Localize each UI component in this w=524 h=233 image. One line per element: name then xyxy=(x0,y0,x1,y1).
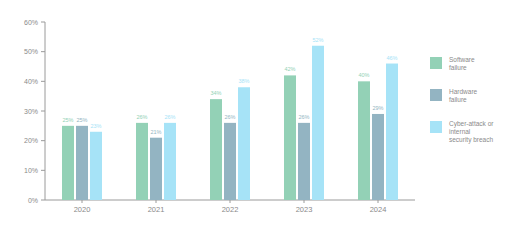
data-label: 46% xyxy=(386,55,397,61)
x-tick xyxy=(156,200,157,203)
bar xyxy=(76,126,88,200)
category-label: 2024 xyxy=(370,205,387,214)
bar xyxy=(90,132,102,200)
data-label: 23% xyxy=(90,123,101,129)
legend-line: Cyber-attack or xyxy=(449,120,494,128)
tick-mark xyxy=(41,111,45,112)
x-tick xyxy=(378,200,379,203)
category-label: 2023 xyxy=(296,205,313,214)
category-label: 2021 xyxy=(148,205,165,214)
bar xyxy=(136,123,148,200)
data-label: 26% xyxy=(224,114,235,120)
bar xyxy=(224,123,236,200)
tick-label: 50% xyxy=(24,48,38,55)
bar xyxy=(298,123,310,200)
tick-label: 40% xyxy=(24,78,38,85)
y-axis xyxy=(45,22,46,200)
data-label: 21% xyxy=(150,129,161,135)
bar xyxy=(358,81,370,200)
bar xyxy=(164,123,176,200)
bar xyxy=(312,46,324,200)
legend-swatch xyxy=(430,57,442,69)
data-label: 26% xyxy=(136,114,147,120)
bar xyxy=(150,138,162,200)
bar xyxy=(386,64,398,200)
data-label: 42% xyxy=(284,66,295,72)
category-label: 2020 xyxy=(74,205,91,214)
tick-label: 60% xyxy=(24,19,38,26)
legend-line: Hardware xyxy=(449,88,478,95)
x-tick xyxy=(304,200,305,203)
legend-label: Hardwarefailure xyxy=(449,88,478,103)
tick-mark xyxy=(41,140,45,141)
legend-label: Softwarefailure xyxy=(449,56,475,71)
data-label: 38% xyxy=(238,78,249,84)
tick-mark xyxy=(41,81,45,82)
legend-label: Cyber-attack orinternalsecurity breach xyxy=(449,120,494,144)
chart: 0% 10% 20% 30% 40% 50% 60% 2020 2021 2022 2023 2024… xyxy=(0,0,524,233)
bar xyxy=(62,126,74,200)
data-label: 29% xyxy=(372,105,383,111)
legend-line: internal xyxy=(449,128,471,135)
legend-line: security breach xyxy=(449,136,493,144)
tick-mark xyxy=(41,170,45,171)
tick-label: 30% xyxy=(24,108,38,115)
legend-line: failure xyxy=(449,64,467,71)
x-tick xyxy=(82,200,83,203)
tick-label: 0% xyxy=(28,197,38,204)
data-label: 34% xyxy=(210,90,221,96)
data-label: 40% xyxy=(358,72,369,78)
legend-line: failure xyxy=(449,96,467,103)
legend-swatch xyxy=(430,121,442,133)
tick-label: 20% xyxy=(24,137,38,144)
bars xyxy=(62,46,398,200)
data-label: 25% xyxy=(62,117,73,123)
tick-label: 10% xyxy=(24,167,38,174)
legend-swatch xyxy=(430,89,442,101)
legend-line: Software xyxy=(449,56,475,63)
data-label: 25% xyxy=(76,117,87,123)
tick-mark xyxy=(41,22,45,23)
category-label: 2022 xyxy=(222,205,239,214)
bar xyxy=(372,114,384,200)
bar xyxy=(210,99,222,200)
tick-mark xyxy=(41,51,45,52)
data-label: 26% xyxy=(298,114,309,120)
tick-mark xyxy=(41,200,45,201)
x-tick xyxy=(230,200,231,203)
bar xyxy=(284,75,296,200)
data-label: 26% xyxy=(164,114,175,120)
bar xyxy=(238,87,250,200)
data-label: 52% xyxy=(312,37,323,43)
